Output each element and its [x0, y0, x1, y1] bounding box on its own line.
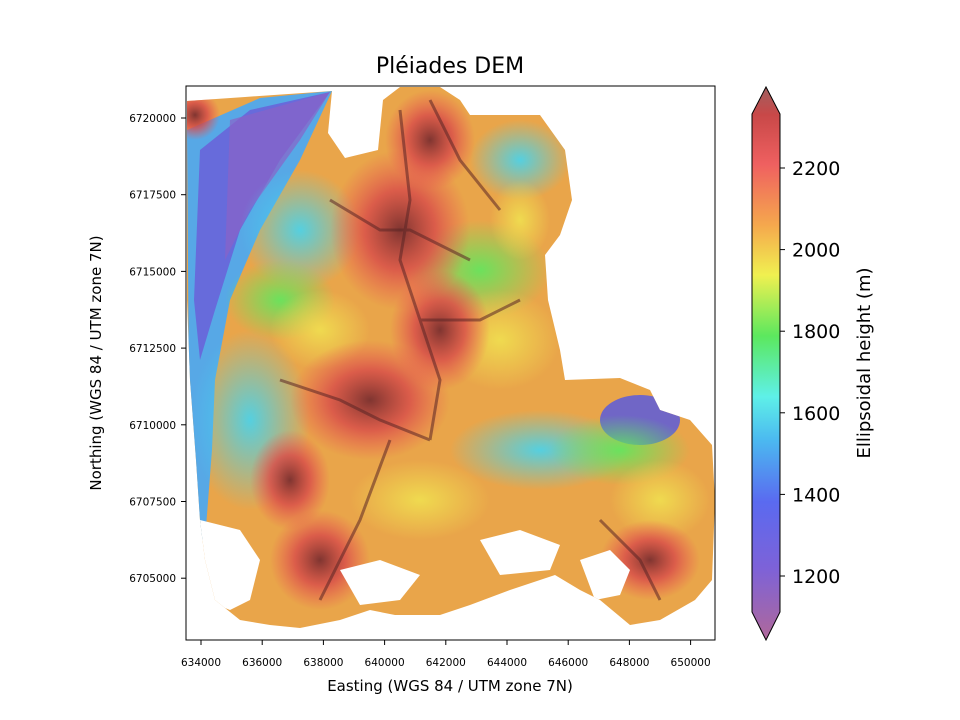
elevation-map — [187, 87, 715, 628]
colorbar-tick-label: 2000 — [792, 240, 840, 262]
x-tick-label: 650000 — [671, 657, 711, 669]
y-tick-label: 6717500 — [129, 190, 176, 202]
x-tick-label: 638000 — [303, 657, 343, 669]
colorbar: 2200 2000 1800 1600 1400 1200 Ellipsoidal hei… — [751, 85, 875, 642]
x-tick-label: 648000 — [609, 657, 649, 669]
x-axis-label: Easting (WGS 84 / UTM zone 7N) — [327, 677, 573, 695]
x-tick-label: 642000 — [426, 657, 466, 669]
x-tick-label: 644000 — [487, 657, 527, 669]
colorbar-ticks: 2200 2000 1800 1600 1400 1200 — [780, 158, 840, 588]
map-title: Pléiades DEM — [376, 54, 524, 79]
y-axis: 6720000 6717500 6715000 6712500 6710000 67075… — [129, 113, 186, 585]
map-axes-frame — [185, 85, 716, 641]
y-tick-label: 6720000 — [129, 113, 176, 125]
colorbar-label: Ellipsoidal height (m) — [854, 267, 875, 458]
y-tick-label: 6710000 — [129, 420, 176, 432]
y-tick-label: 6707500 — [129, 497, 176, 509]
y-tick-label: 6715000 — [129, 266, 176, 278]
colorbar-tick-label: 1800 — [792, 321, 840, 343]
colorbar-tick-label: 1400 — [792, 484, 840, 506]
colorbar-tick-label: 2200 — [792, 158, 840, 180]
y-tick-label: 6712500 — [129, 343, 176, 355]
colorbar-tick-label: 1200 — [792, 566, 840, 588]
y-tick-label: 6705000 — [129, 573, 176, 585]
colorbar-tick-label: 1600 — [792, 403, 840, 425]
x-tick-label: 640000 — [365, 657, 405, 669]
colorbar-body — [751, 85, 781, 642]
x-tick-label: 634000 — [181, 657, 221, 669]
y-axis-label: Northing (WGS 84 / UTM zone 7N) — [87, 235, 105, 490]
x-tick-label: 636000 — [242, 657, 282, 669]
x-tick-label: 646000 — [548, 657, 588, 669]
x-axis: 634000 636000 638000 640000 642000 644000 6460… — [181, 640, 711, 669]
